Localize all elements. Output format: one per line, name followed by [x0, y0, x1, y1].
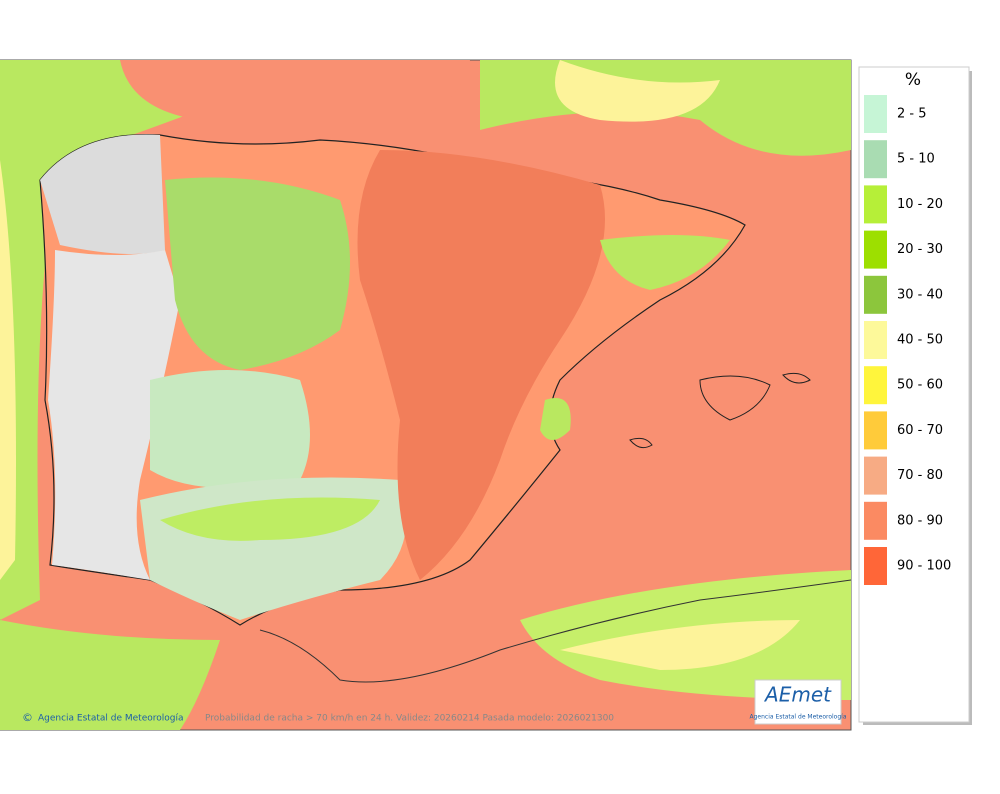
legend-label: 90 - 100 — [897, 559, 951, 574]
region-green — [150, 370, 310, 488]
region-gray — [48, 250, 180, 580]
island — [699, 375, 771, 421]
logo-box — [754, 679, 842, 725]
region-green — [600, 235, 730, 290]
credit-icon: © — [22, 711, 33, 724]
logo-name: AEmet — [763, 683, 832, 707]
island — [629, 437, 653, 449]
legend-label: 2 - 5 — [897, 107, 927, 122]
footer-caption: Probabilidad de racha > 70 km/h en 24 h.… — [205, 714, 614, 724]
legend-swatch — [864, 230, 887, 269]
legend-label: 70 - 80 — [897, 468, 943, 483]
legend-swatch — [864, 366, 887, 405]
sea-zone — [560, 620, 800, 670]
legend-title: % — [905, 70, 921, 90]
legend-label: 10 - 20 — [897, 197, 943, 212]
legend: % 2 - 5 5 - 10 10 - 20 20 - 30 30 - 40 40 - 5… — [858, 66, 972, 725]
legend-label: 5 - 10 — [897, 152, 935, 167]
legend-swatch — [864, 411, 887, 450]
legend-label: 30 - 40 — [897, 287, 943, 302]
island — [782, 372, 811, 384]
sea-zone — [0, 60, 300, 620]
region-green — [165, 177, 350, 370]
legend-label: 20 - 30 — [897, 242, 943, 257]
map: © Agencia Estatal de Meteorología Probab… — [0, 59, 852, 731]
legend-swatch — [864, 275, 887, 314]
legend-label: 40 - 50 — [897, 333, 943, 348]
footer-credit: Agencia Estatal de Meteorología — [38, 714, 184, 724]
region-green — [540, 398, 571, 440]
sea-zone — [555, 60, 720, 122]
legend-swatch — [864, 321, 887, 359]
region-green — [160, 497, 380, 541]
sea-zone — [0, 160, 16, 580]
sea-zone — [120, 60, 470, 125]
legend-label: 80 - 90 — [897, 513, 943, 528]
legend-label: 60 - 70 — [897, 423, 943, 438]
legend-swatch — [864, 501, 887, 540]
legend-swatch — [864, 456, 887, 495]
logo-subtitle: Agencia Estatal de Meteorología — [750, 714, 847, 721]
legend-swatch — [864, 185, 887, 224]
legend-label: 50 - 60 — [897, 378, 943, 393]
coast-africa — [259, 579, 852, 683]
sea-zone — [0, 620, 220, 730]
legend-swatch — [864, 95, 887, 133]
region-red — [357, 150, 605, 580]
region-gray — [40, 134, 165, 254]
legend-swatch — [864, 547, 887, 585]
legend-swatch — [864, 140, 887, 179]
